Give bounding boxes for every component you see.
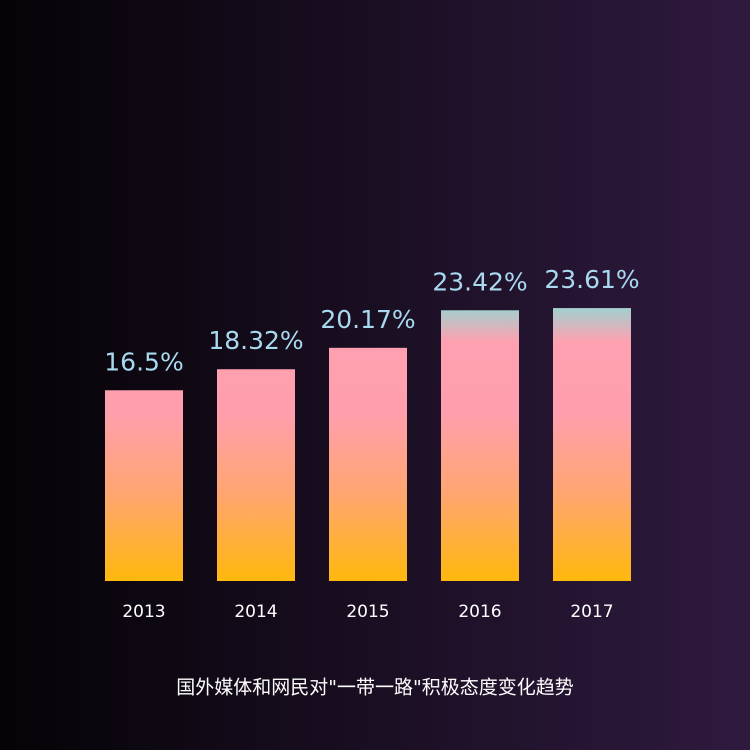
x-tick-label: 2017 (570, 602, 613, 622)
bar (553, 308, 631, 581)
value-label: 16.5% (104, 347, 183, 376)
bar (217, 369, 295, 581)
bar (441, 310, 519, 581)
value-label: 23.42% (432, 267, 527, 296)
value-label: 23.61% (544, 265, 639, 294)
chart-title: 国外媒体和网民对"一带一路"积极态度变化趋势 (176, 677, 573, 699)
bar (105, 390, 183, 581)
bar (329, 347, 407, 581)
x-tick-label: 2016 (458, 602, 501, 622)
value-label: 18.32% (208, 326, 303, 355)
x-tick-label: 2013 (122, 602, 165, 622)
x-tick-label: 2014 (234, 602, 277, 622)
value-label: 20.17% (320, 305, 415, 334)
x-tick-label: 2015 (346, 602, 389, 622)
